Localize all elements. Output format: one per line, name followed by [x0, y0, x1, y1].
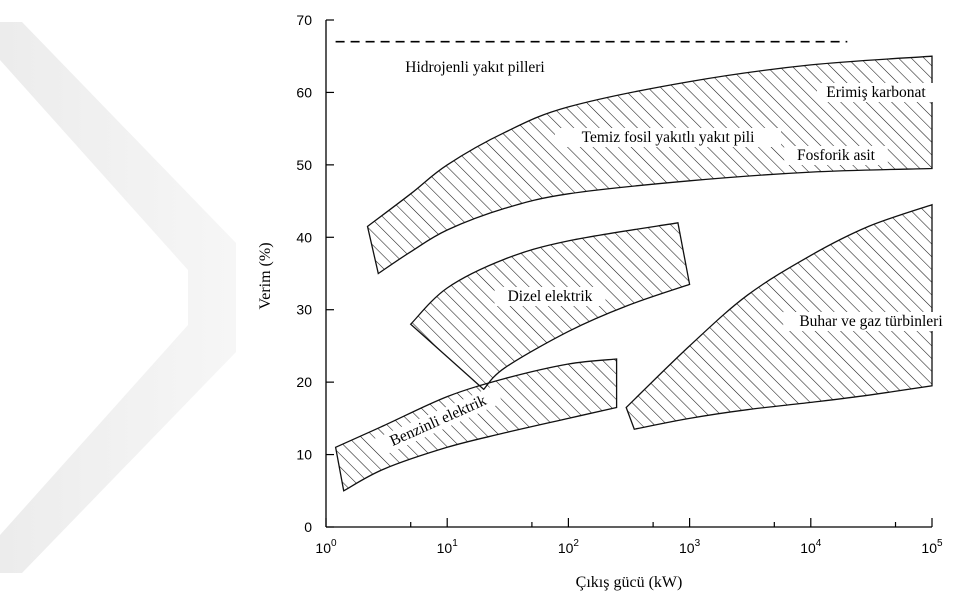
- x-ticks: 100 101 102 103 104 105: [315, 518, 943, 556]
- label-benzinli-elektrik-bg: [373, 385, 503, 457]
- label-fosforik-asit: Fosforik asit: [797, 147, 876, 164]
- band-dizel-elektrik: [409, 222, 691, 391]
- label-fosforik-asit-bg: [784, 146, 888, 165]
- x-axis-title: Çıkış gücü (kW): [576, 574, 683, 591]
- x-tick-label: 101: [437, 538, 459, 556]
- x-tick-label: 102: [558, 538, 580, 556]
- x-tick-label: 104: [800, 538, 822, 556]
- x-tick-label: 105: [921, 538, 943, 556]
- y-tick-label: 40: [296, 229, 312, 245]
- y-ticks: 0 10 20 30 40 50 60 70: [296, 12, 334, 535]
- y-tick-label: 20: [296, 374, 312, 390]
- y-tick-label: 60: [296, 84, 312, 100]
- label-dizel-elektrik: Dizel elektrik: [508, 288, 593, 305]
- y-tick-label: 70: [296, 12, 312, 28]
- y-axis-title: Verim (%): [257, 242, 274, 309]
- x-tick-label: 100: [315, 538, 337, 556]
- y-tick-label: 10: [296, 447, 312, 463]
- label-buhar-ve-gaz-turbinleri-bg: [783, 312, 959, 331]
- x-tick-label: 103: [679, 538, 701, 556]
- label-buhar-ve-gaz-turbinleri: Buhar ve gaz türbinleri: [799, 313, 943, 330]
- y-tick-label: 50: [296, 157, 312, 173]
- label-dizel-elektrik-bg: [494, 287, 606, 306]
- label-temiz-fosil-yakitli-yakit-pili-bg: [555, 128, 781, 147]
- label-erimis-karbonat: Erimiş karbonat: [826, 84, 926, 101]
- band-temiz-fosil-yaktl-yakt-pili: [366, 55, 933, 275]
- y-tick-label: 0: [304, 519, 312, 535]
- label-temiz-fosil-yakitli-yakit-pili: Temiz fosil yakıtlı yakıt pili: [582, 129, 756, 146]
- band-benzinli-elektrik: [334, 358, 618, 492]
- label-hidrojenli-yakit-pilleri: Hidrojenli yakıt pilleri: [405, 59, 545, 76]
- watermark-chevron: [0, 22, 236, 573]
- bands-layer: [334, 55, 933, 492]
- band-buhar-ve-gaz-turbinleri: [625, 203, 933, 430]
- label-erimis-karbonat-bg: [817, 83, 935, 102]
- y-tick-label: 30: [296, 302, 312, 318]
